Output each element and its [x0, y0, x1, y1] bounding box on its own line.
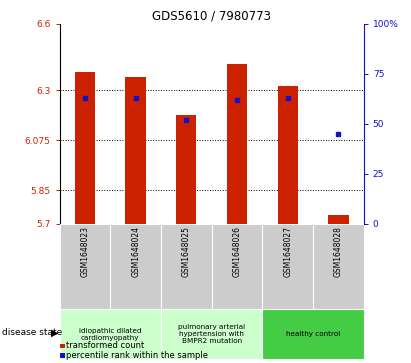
Text: ▶: ▶ — [51, 328, 58, 338]
Text: pulmonary arterial
hypertension with
BMPR2 mutation: pulmonary arterial hypertension with BMP… — [178, 325, 245, 344]
Text: transformed count: transformed count — [65, 341, 144, 350]
Bar — [125, 77, 146, 224]
FancyBboxPatch shape — [161, 309, 262, 359]
FancyBboxPatch shape — [313, 224, 364, 309]
Title: GDS5610 / 7980773: GDS5610 / 7980773 — [152, 9, 271, 23]
Text: idiopathic dilated
cardiomyopathy: idiopathic dilated cardiomyopathy — [79, 328, 142, 341]
Bar — [75, 73, 95, 224]
FancyBboxPatch shape — [262, 224, 313, 309]
FancyBboxPatch shape — [60, 224, 110, 309]
Bar — [176, 115, 196, 224]
FancyBboxPatch shape — [212, 224, 262, 309]
Text: GSM1648027: GSM1648027 — [283, 226, 292, 277]
Text: GSM1648023: GSM1648023 — [81, 226, 90, 277]
Text: GSM1648025: GSM1648025 — [182, 226, 191, 277]
Text: percentile rank within the sample: percentile rank within the sample — [65, 351, 208, 359]
Bar — [227, 64, 247, 224]
Text: GSM1648026: GSM1648026 — [233, 226, 242, 277]
Text: GSM1648024: GSM1648024 — [131, 226, 140, 277]
FancyBboxPatch shape — [110, 224, 161, 309]
Text: GSM1648028: GSM1648028 — [334, 226, 343, 277]
Bar — [328, 215, 349, 224]
Text: healthy control: healthy control — [286, 331, 340, 337]
FancyBboxPatch shape — [60, 309, 161, 359]
Bar — [277, 86, 298, 224]
FancyBboxPatch shape — [161, 224, 212, 309]
Text: disease state: disease state — [2, 328, 62, 337]
FancyBboxPatch shape — [262, 309, 364, 359]
